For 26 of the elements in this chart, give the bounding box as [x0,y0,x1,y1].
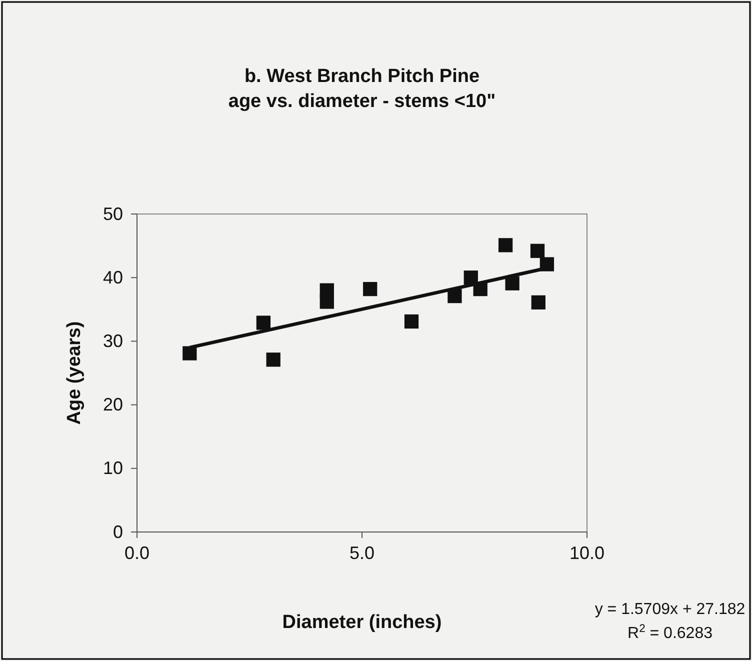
x-tick-label: 5.0 [349,542,375,563]
point [266,352,280,367]
chart-subtitle: age vs. diameter - stems <10" [228,91,496,112]
point [505,276,520,290]
point [498,238,513,252]
y-tick-label: 0 [112,522,123,542]
point [404,314,419,329]
point [363,282,378,296]
point [531,295,546,310]
x-tick-label: 0.0 [124,542,150,563]
point [530,244,545,258]
chart-title: b. West Branch Pitch Pine [244,66,480,87]
point [320,294,334,309]
y-tick-label: 10 [102,458,123,478]
text: y = 1.5709x + 27.182 [594,601,746,618]
y-tick-label: 30 [102,330,123,351]
y-tick-label: 20 [102,394,123,415]
x-tick-label: 10.0 [569,542,605,563]
x-axis-title: Diameter (inches) [282,612,442,633]
y-tick-label: 50 [102,204,123,224]
point [448,288,462,304]
text: R$^{2}$ = 0.6283 [628,623,713,642]
y-axis-title: Age (years) [64,321,85,425]
point [182,346,197,360]
y-tick-label: 40 [102,267,123,288]
point [256,316,271,330]
